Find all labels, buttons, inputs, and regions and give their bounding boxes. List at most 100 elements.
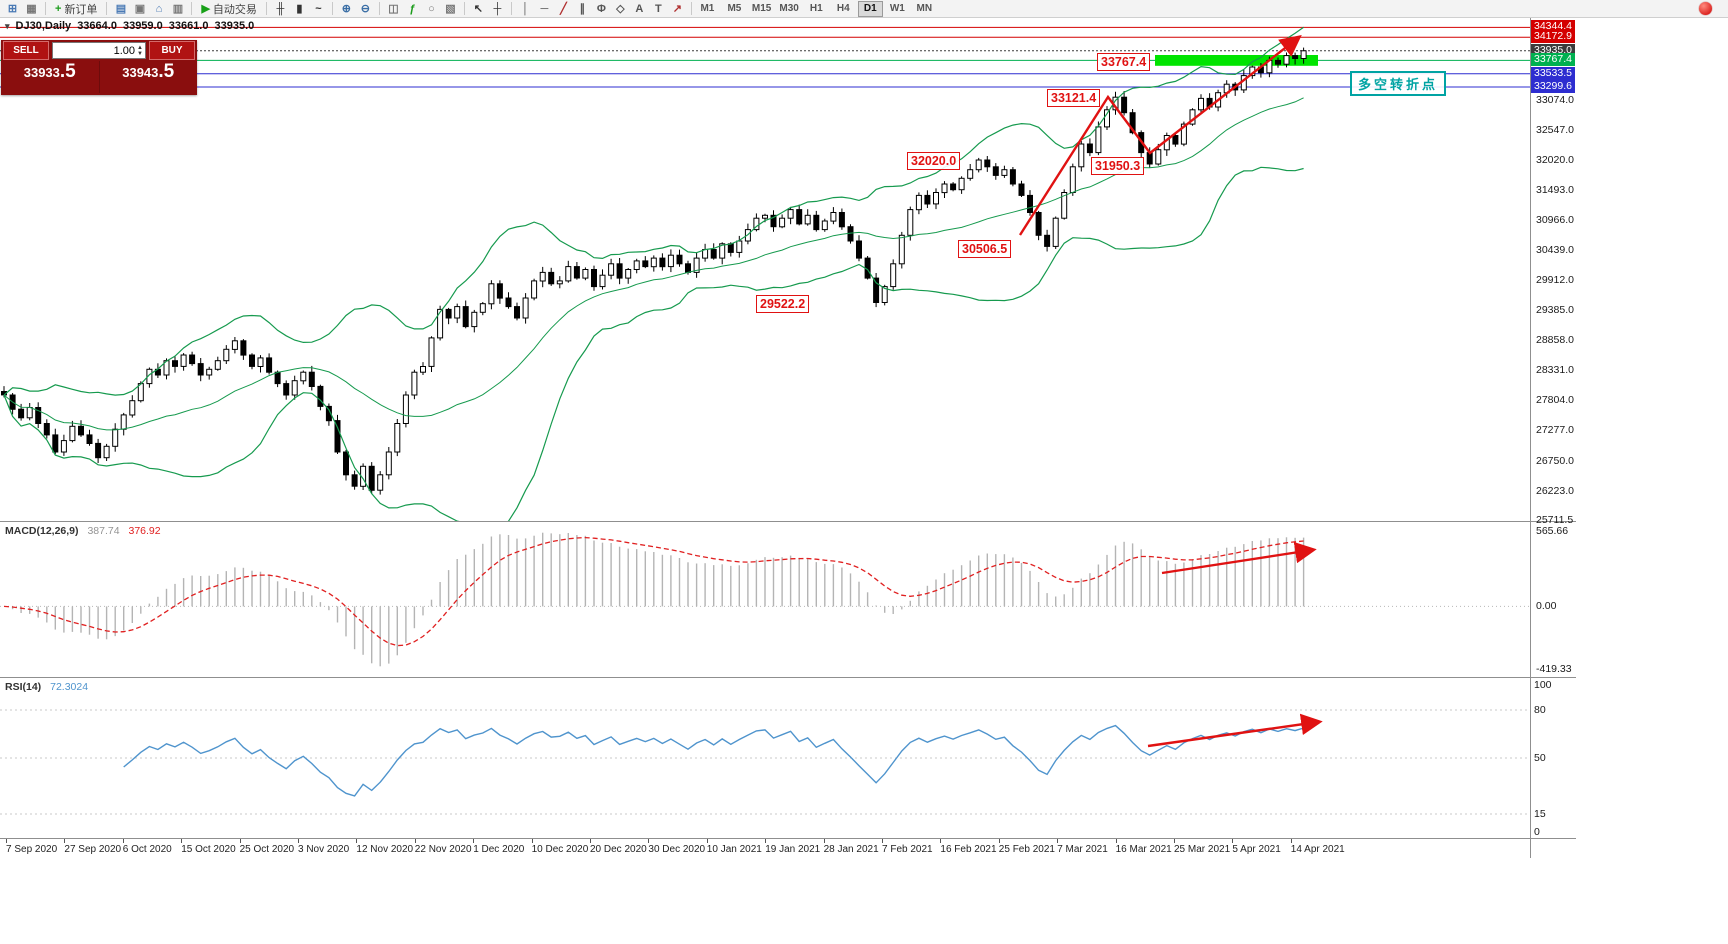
indicators-icon[interactable]: ƒ xyxy=(404,1,421,16)
crosshair-icon[interactable]: ┼ xyxy=(489,1,506,16)
line-chart-icon[interactable]: ~ xyxy=(310,1,327,16)
toolbar-separator xyxy=(265,2,267,15)
rsi-value: 72.3024 xyxy=(50,681,89,693)
open-value: 33664.0 xyxy=(77,20,117,32)
rsi-canvas[interactable] xyxy=(0,678,1530,838)
macd-pane[interactable] xyxy=(0,522,1530,677)
new-order-icon: + xyxy=(55,2,62,15)
label-icon[interactable]: T xyxy=(650,1,667,16)
cursor-icon[interactable]: ↖ xyxy=(470,1,487,16)
volume-input[interactable]: 1.00 ▲ ▼ xyxy=(52,42,146,59)
candlestick-icon[interactable]: ▮ xyxy=(291,1,308,16)
volume-value: 1.00 xyxy=(113,44,136,57)
buy-button[interactable]: BUY xyxy=(149,41,195,60)
toolbar-separator xyxy=(45,2,46,15)
fibonacci-icon: Φ xyxy=(596,2,606,15)
high-value: 33959.0 xyxy=(122,20,163,32)
notification-icon[interactable] xyxy=(1699,2,1712,15)
navigator-icon: ⌂ xyxy=(155,2,163,15)
zoom-in-icon[interactable]: ⊕ xyxy=(338,1,355,16)
macd-indicator-label: MACD(12,26,9) 387.74 376.92 xyxy=(5,525,161,537)
autotrading-button-label: 自动交易 xyxy=(212,3,257,16)
buy-price[interactable]: 33943.5 xyxy=(100,61,198,93)
terminal-icon: ▥ xyxy=(172,3,184,15)
crosshair-icon: ┼ xyxy=(493,2,502,15)
one-click-toggle-icon[interactable]: ▾ xyxy=(5,20,10,31)
fibonacci-icon[interactable]: Φ xyxy=(593,1,610,16)
data-window-icon: ▣ xyxy=(134,3,146,15)
candlestick-icon: ▮ xyxy=(296,3,303,15)
volume-stepper-icons[interactable]: ▲ ▼ xyxy=(137,44,143,57)
cursor-icon: ↖ xyxy=(473,3,484,15)
rsi-pane[interactable] xyxy=(0,678,1530,838)
market-watch-icon[interactable]: ▤ xyxy=(112,1,129,16)
timeframe-h4-button[interactable]: H4 xyxy=(836,2,850,14)
horizontal-line-icon[interactable]: ─ xyxy=(536,1,553,16)
chart-info-line: ▾ DJ30,Daily 33664.0 33959.0 33661.0 339… xyxy=(5,20,254,32)
navigator-icon[interactable]: ⌂ xyxy=(150,1,167,16)
toolbar-separator xyxy=(510,2,512,15)
new-chart-icon: ⊞ xyxy=(7,3,18,15)
vertical-line-icon[interactable]: │ xyxy=(517,1,534,16)
channel-icon: ∥ xyxy=(579,3,586,15)
sell-button[interactable]: SELL xyxy=(3,41,49,60)
toolbar-separator xyxy=(191,2,193,15)
profiles-icon[interactable]: ▦ xyxy=(23,1,40,16)
new-chart-icon[interactable]: ⊞ xyxy=(4,1,21,16)
text-icon[interactable]: A xyxy=(631,1,648,16)
timeframe-m1-button[interactable]: M1 xyxy=(700,2,715,14)
templates-icon[interactable]: ▧ xyxy=(442,1,459,16)
trendline-icon[interactable]: ╱ xyxy=(555,1,572,16)
tile-windows-icon: ◫ xyxy=(388,3,399,15)
macd-canvas[interactable] xyxy=(0,522,1530,677)
templates-icon: ▧ xyxy=(445,3,456,15)
toolbar-separator xyxy=(331,2,333,15)
channel-icon[interactable]: ∥ xyxy=(574,1,591,16)
low-value: 33661.0 xyxy=(168,20,209,32)
bar-chart-icon[interactable]: ╫ xyxy=(272,1,289,16)
timeframe-d1-button[interactable]: D1 xyxy=(857,0,883,17)
sell-price[interactable]: 33933.5 xyxy=(1,61,100,93)
timeframe-m15-button[interactable]: M15 xyxy=(751,2,772,14)
timeframe-m30-button[interactable]: M30 xyxy=(779,2,799,14)
horizontal-line-icon: ─ xyxy=(540,2,549,15)
shapes-icon: ◇ xyxy=(616,3,625,15)
rsi-indicator-label: RSI(14) 72.3024 xyxy=(5,681,88,693)
zoom-out-icon[interactable]: ⊖ xyxy=(357,1,374,16)
price-scale[interactable] xyxy=(1531,18,1728,858)
terminal-icon[interactable]: ▥ xyxy=(169,1,186,16)
zoom-in-icon: ⊕ xyxy=(341,3,352,15)
new-order-button[interactable]: + 新订单 xyxy=(51,1,101,16)
rsi-name: RSI(14) xyxy=(5,681,42,693)
toolbar: ⊞ ▦ + 新订单 ▤ ▣ ⌂ ▥ ▶ 自动交易 ╫ ▮ ~ ⊕ ⊖ ◫ ƒ ○ ▧ ↖ ┼ │ ─ ╱ ∥ Φ ◇ A T ↗ M1 M5… xyxy=(0,0,1728,18)
new-order-button-label: 新订单 xyxy=(64,3,98,16)
toolbar-separator xyxy=(378,2,380,15)
pane-separator[interactable] xyxy=(0,677,1576,678)
sell-price-main: 33933 xyxy=(23,65,60,80)
timeframe-h1-button[interactable]: H1 xyxy=(809,2,823,14)
bar-chart-icon: ╫ xyxy=(276,2,285,15)
main-chart-pane[interactable] xyxy=(0,18,1530,531)
trendline-icon: ╱ xyxy=(560,3,567,15)
arrows-icon: ↗ xyxy=(672,3,683,15)
tile-windows-icon[interactable]: ◫ xyxy=(385,1,402,16)
timeframe-buttons: M1 M5 M15 M30 H1 H4 D1 W1 MN xyxy=(695,0,937,17)
close-value: 33935.0 xyxy=(214,20,255,32)
data-window-icon[interactable]: ▣ xyxy=(131,1,148,16)
vertical-line-icon: │ xyxy=(521,2,529,15)
autotrading-button[interactable]: ▶ 自动交易 xyxy=(197,1,260,16)
periods-icon[interactable]: ○ xyxy=(423,1,440,16)
timeframe-m5-button[interactable]: M5 xyxy=(727,2,742,14)
macd-name: MACD(12,26,9) xyxy=(5,525,79,537)
profiles-icon: ▦ xyxy=(26,3,37,15)
one-click-trading-panel: SELL 1.00 ▲ ▼ BUY 33933.5 33943.5 xyxy=(1,40,197,95)
shapes-icon[interactable]: ◇ xyxy=(612,1,629,16)
toolbar-icons: ⊞ ▦ + 新订单 ▤ ▣ ⌂ ▥ ▶ 自动交易 ╫ ▮ ~ ⊕ ⊖ ◫ ƒ ○ ▧ ↖ ┼ │ ─ ╱ ∥ Φ ◇ A T ↗ xyxy=(4,1,695,16)
timeframe-mn-button[interactable]: MN xyxy=(916,2,933,14)
buy-price-main: 33943 xyxy=(122,65,159,80)
time-scale[interactable] xyxy=(0,838,1530,860)
main-chart-canvas[interactable] xyxy=(0,18,1530,531)
timeframe-w1-button[interactable]: W1 xyxy=(889,2,905,14)
arrows-icon[interactable]: ↗ xyxy=(669,1,686,16)
pane-separator[interactable] xyxy=(0,521,1576,522)
